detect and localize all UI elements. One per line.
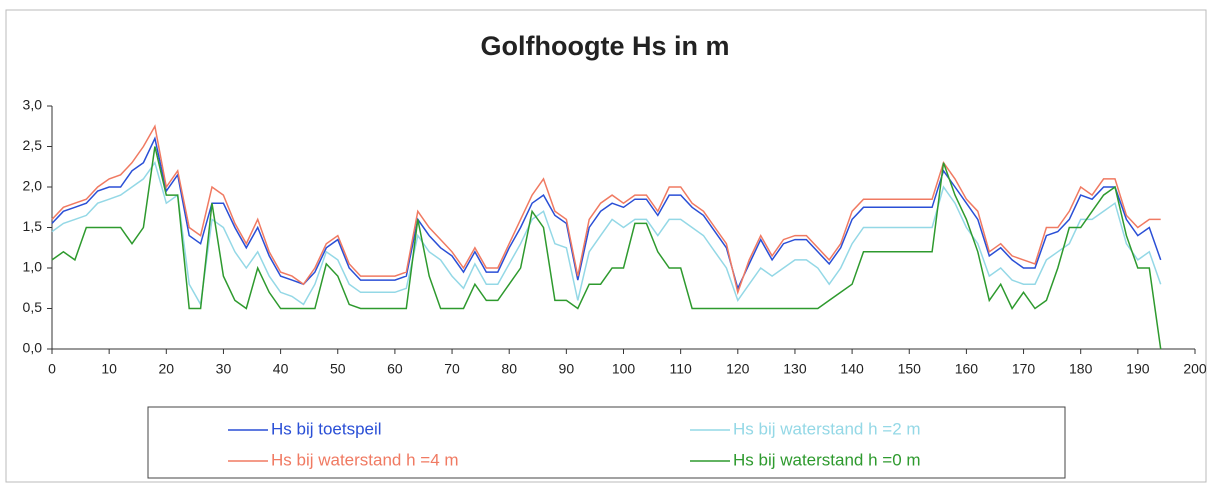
x-tick-label: 80 xyxy=(501,361,517,377)
y-tick-label: 1,5 xyxy=(23,218,43,234)
legend-box xyxy=(147,406,1066,479)
x-tick-label: 50 xyxy=(330,361,346,377)
legend-label: Hs bij waterstand h =2 m xyxy=(733,419,921,438)
series-line xyxy=(51,146,1162,350)
x-tick-label: 40 xyxy=(273,361,289,377)
x-tick-label: 200 xyxy=(1183,361,1207,377)
legend-label: Hs bij waterstand h =0 m xyxy=(733,450,921,469)
y-tick-label: 0,5 xyxy=(23,299,43,315)
x-tick-label: 10 xyxy=(101,361,117,377)
x-tick-label: 150 xyxy=(898,361,922,377)
x-tick-label: 190 xyxy=(1126,361,1150,377)
x-tick-label: 70 xyxy=(444,361,460,377)
x-tick-label: 160 xyxy=(955,361,979,377)
x-tick-label: 180 xyxy=(1069,361,1093,377)
x-tick-label: 60 xyxy=(387,361,403,377)
series-line xyxy=(51,124,1161,295)
x-tick-label: 110 xyxy=(669,361,692,377)
chart-title: Golfhoogte Hs in m xyxy=(481,31,730,61)
x-tick-label: 130 xyxy=(783,361,807,377)
series-line xyxy=(51,136,1162,291)
y-tick-label: 2,0 xyxy=(23,178,43,194)
chart-frame xyxy=(5,9,1207,483)
x-tick-label: 90 xyxy=(559,361,575,377)
legend-label: Hs bij toetspeil xyxy=(271,419,382,438)
x-tick-label: 170 xyxy=(1012,361,1036,377)
x-tick-label: 30 xyxy=(216,361,232,377)
x-tick-label: 20 xyxy=(159,361,175,377)
x-tick-label: 100 xyxy=(612,361,636,377)
x-tick-label: 140 xyxy=(840,361,864,377)
legend-label: Hs bij waterstand h =4 m xyxy=(271,450,459,469)
series-line xyxy=(51,160,1162,307)
y-tick-label: 3,0 xyxy=(23,97,43,113)
x-tick-label: 120 xyxy=(726,361,750,377)
y-tick-label: 1,0 xyxy=(23,259,43,275)
x-tick-label: 0 xyxy=(48,361,56,377)
y-tick-label: 0,0 xyxy=(23,340,43,356)
y-tick-label: 2,5 xyxy=(23,137,43,153)
